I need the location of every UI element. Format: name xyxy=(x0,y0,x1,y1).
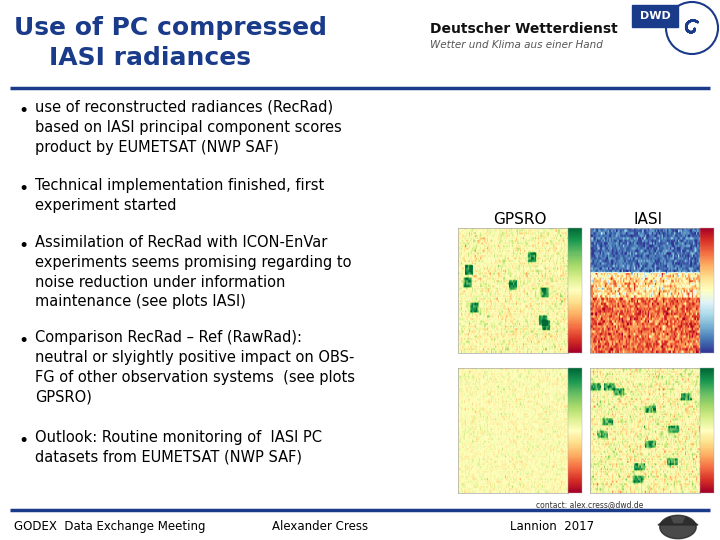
Text: Use of PC compressed
    IASI radiances: Use of PC compressed IASI radiances xyxy=(14,16,327,70)
Text: •: • xyxy=(18,432,28,450)
Text: Deutscher Wetterdienst: Deutscher Wetterdienst xyxy=(430,22,618,36)
Text: •: • xyxy=(18,332,28,350)
Text: GPSRO: GPSRO xyxy=(493,212,546,227)
Text: Technical implementation finished, first
experiment started: Technical implementation finished, first… xyxy=(35,178,324,213)
Text: Wetter und Klima aus einer Hand: Wetter und Klima aus einer Hand xyxy=(430,40,603,50)
Text: Outlook: Routine monitoring of  IASI PC
datasets from EUMETSAT (NWP SAF): Outlook: Routine monitoring of IASI PC d… xyxy=(35,430,322,465)
Text: contact: alex.cress@dwd.de: contact: alex.cress@dwd.de xyxy=(536,500,644,509)
Text: •: • xyxy=(18,102,28,120)
Polygon shape xyxy=(658,517,698,525)
Text: use of reconstructed radiances (RecRad)
based on IASI principal component scores: use of reconstructed radiances (RecRad) … xyxy=(35,100,342,154)
Text: •: • xyxy=(18,180,28,198)
Text: Lannion  2017: Lannion 2017 xyxy=(510,520,594,533)
Text: •: • xyxy=(18,237,28,255)
Text: DWD: DWD xyxy=(639,11,670,21)
Text: Assimilation of RecRad with ICON-EnVar
experiments seems promising regarding to
: Assimilation of RecRad with ICON-EnVar e… xyxy=(35,235,351,309)
Text: Alexander Cress: Alexander Cress xyxy=(272,520,368,533)
Text: IASI: IASI xyxy=(634,212,662,227)
Polygon shape xyxy=(660,515,696,539)
Text: Comparison RecRad – Ref (RawRad):
neutral or slyightly positive impact on OBS-
F: Comparison RecRad – Ref (RawRad): neutra… xyxy=(35,330,355,404)
FancyBboxPatch shape xyxy=(632,5,678,27)
Text: GODEX  Data Exchange Meeting: GODEX Data Exchange Meeting xyxy=(14,520,205,533)
